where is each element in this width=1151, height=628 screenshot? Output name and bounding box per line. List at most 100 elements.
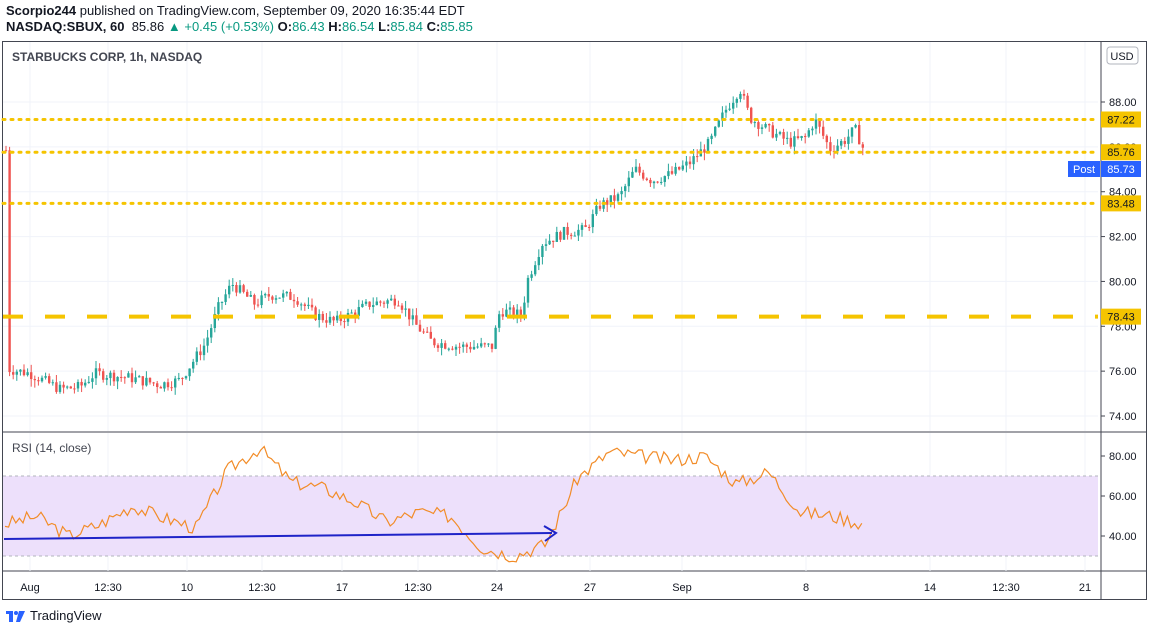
candle bbox=[534, 261, 537, 277]
candle bbox=[732, 96, 735, 114]
last-price: 85.86 bbox=[131, 19, 165, 34]
candle bbox=[552, 240, 555, 248]
candle bbox=[530, 270, 533, 281]
candle bbox=[588, 224, 591, 232]
candle bbox=[368, 301, 371, 310]
candle bbox=[404, 300, 407, 317]
candle bbox=[202, 338, 206, 361]
publisher-name[interactable]: Scorpio244 bbox=[6, 3, 77, 18]
candle bbox=[537, 249, 540, 271]
candle bbox=[303, 302, 306, 311]
candle bbox=[228, 279, 231, 299]
candle bbox=[170, 381, 173, 392]
candle bbox=[84, 379, 87, 388]
candle bbox=[15, 369, 18, 381]
candle bbox=[573, 231, 576, 237]
published-text: published on TradingView.com, September … bbox=[79, 3, 465, 18]
candle bbox=[739, 91, 742, 103]
candle bbox=[649, 177, 652, 188]
low-label: L: bbox=[378, 19, 391, 34]
candle bbox=[130, 367, 134, 388]
rsi-pane-title: RSI (14, close) bbox=[12, 441, 91, 455]
currency-label: USD bbox=[1110, 51, 1133, 63]
candle bbox=[177, 372, 180, 381]
candle bbox=[51, 379, 54, 386]
candle bbox=[631, 167, 634, 178]
candle bbox=[33, 375, 36, 388]
candle bbox=[62, 381, 65, 394]
candle bbox=[264, 292, 267, 299]
candle bbox=[559, 230, 562, 243]
candle bbox=[674, 162, 677, 176]
candle bbox=[789, 132, 792, 149]
candle bbox=[786, 131, 789, 145]
candle bbox=[318, 309, 321, 328]
candle bbox=[854, 123, 857, 129]
candle bbox=[292, 294, 296, 308]
candle bbox=[328, 311, 332, 325]
candle bbox=[94, 360, 98, 386]
candle bbox=[620, 186, 623, 201]
candle bbox=[447, 347, 450, 352]
y-tick-label: 80.00 bbox=[1109, 276, 1137, 288]
candle bbox=[768, 123, 771, 132]
candle bbox=[742, 89, 746, 100]
candle bbox=[109, 370, 112, 386]
candle bbox=[616, 192, 620, 204]
candle bbox=[174, 375, 177, 395]
candle bbox=[112, 369, 116, 386]
candle bbox=[426, 326, 429, 334]
candle bbox=[102, 368, 105, 383]
candle bbox=[465, 342, 468, 353]
x-tick-label: 17 bbox=[336, 582, 348, 594]
candle bbox=[508, 301, 512, 317]
candle bbox=[163, 381, 166, 392]
post-price-label: 85.73 bbox=[1107, 164, 1135, 176]
candle bbox=[843, 137, 846, 148]
candle bbox=[667, 163, 670, 180]
candle bbox=[73, 383, 76, 394]
high-label: H: bbox=[328, 19, 342, 34]
candle bbox=[343, 317, 346, 329]
candle bbox=[526, 275, 530, 308]
candle bbox=[458, 342, 461, 354]
candle bbox=[717, 119, 720, 128]
candle bbox=[591, 209, 594, 234]
candle bbox=[285, 291, 288, 297]
candle bbox=[325, 312, 328, 328]
candle bbox=[210, 324, 213, 344]
level-price-label-bg bbox=[1101, 111, 1141, 128]
candle bbox=[256, 298, 260, 308]
candle bbox=[148, 377, 152, 385]
candle bbox=[825, 134, 828, 149]
candle bbox=[271, 295, 274, 304]
candle bbox=[206, 329, 209, 353]
candle bbox=[220, 301, 224, 310]
candle bbox=[422, 328, 425, 335]
candle bbox=[454, 344, 458, 357]
candle bbox=[69, 385, 72, 389]
candle bbox=[379, 300, 382, 307]
candle bbox=[350, 309, 353, 314]
x-tick-label: Aug bbox=[20, 582, 40, 594]
open-value: 86.43 bbox=[292, 19, 325, 34]
candle bbox=[487, 343, 490, 348]
rsi-tick-label: 80.00 bbox=[1109, 451, 1137, 463]
candle bbox=[624, 183, 627, 198]
footer-brand: TradingView bbox=[30, 608, 102, 623]
level-price-label-bg bbox=[1101, 308, 1141, 325]
x-tick-label: 21 bbox=[1079, 582, 1091, 594]
tradingview-logo[interactable]: TradingView bbox=[6, 608, 102, 623]
candle bbox=[516, 304, 519, 324]
candle bbox=[58, 381, 62, 394]
candle bbox=[451, 346, 454, 351]
level-price-label-bg bbox=[1101, 144, 1141, 161]
candle bbox=[472, 340, 476, 351]
candle bbox=[22, 364, 26, 377]
candle bbox=[181, 377, 184, 386]
symbol-name: NASDAQ:SBUX, 60 bbox=[6, 19, 125, 34]
candle bbox=[397, 300, 400, 307]
candle bbox=[645, 177, 648, 182]
post-tag-label: Post bbox=[1073, 164, 1095, 176]
